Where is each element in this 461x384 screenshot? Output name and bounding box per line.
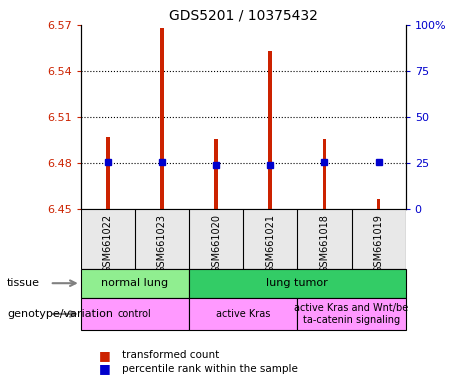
Text: ■: ■: [99, 349, 111, 362]
Title: GDS5201 / 10375432: GDS5201 / 10375432: [169, 8, 318, 22]
Bar: [268, 51, 272, 209]
Bar: [81, 298, 189, 330]
Bar: [297, 298, 406, 330]
Text: GSM661021: GSM661021: [265, 214, 275, 273]
Text: normal lung: normal lung: [101, 278, 168, 288]
Text: ■: ■: [99, 362, 111, 375]
Text: active Kras: active Kras: [216, 309, 270, 319]
Bar: [189, 269, 406, 298]
Text: lung tumor: lung tumor: [266, 278, 328, 288]
Text: percentile rank within the sample: percentile rank within the sample: [122, 364, 298, 374]
Bar: [214, 139, 218, 209]
Text: GSM661020: GSM661020: [211, 214, 221, 273]
Bar: [160, 28, 164, 209]
Text: GSM661023: GSM661023: [157, 214, 167, 273]
Text: transformed count: transformed count: [122, 350, 219, 360]
Text: tissue: tissue: [7, 278, 40, 288]
Text: GSM661018: GSM661018: [319, 214, 330, 273]
Text: GSM661019: GSM661019: [373, 214, 384, 273]
Text: active Kras and Wnt/be
ta-catenin signaling: active Kras and Wnt/be ta-catenin signal…: [295, 303, 408, 325]
Text: genotype/variation: genotype/variation: [7, 309, 113, 319]
Bar: [189, 298, 297, 330]
Bar: [323, 139, 326, 209]
Bar: [81, 269, 189, 298]
Text: GSM661022: GSM661022: [103, 214, 113, 273]
Text: control: control: [118, 309, 152, 319]
Bar: [106, 137, 110, 209]
Bar: [377, 199, 380, 209]
